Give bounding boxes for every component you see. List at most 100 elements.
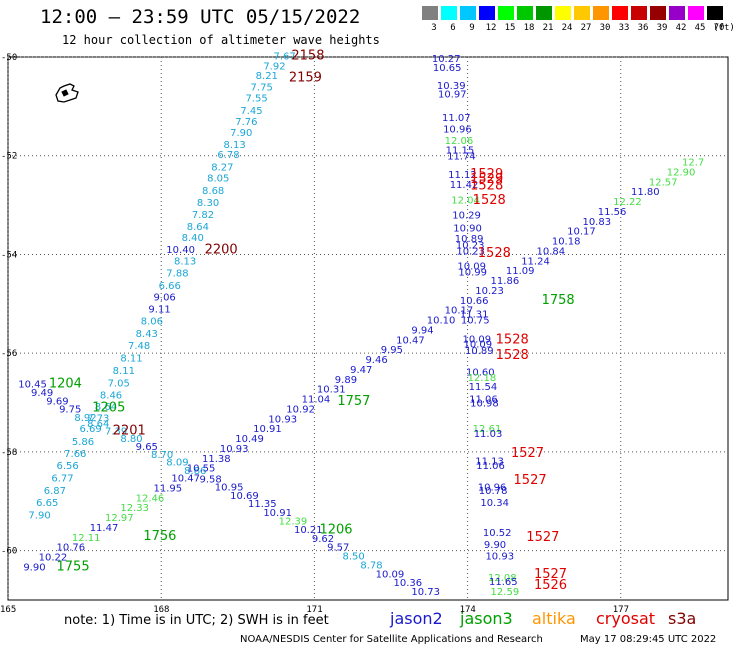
legend-swatch (441, 6, 457, 20)
pass-time-label: 1526 (534, 578, 567, 593)
wave-height-value: 11.06 (469, 395, 498, 406)
wave-height-value: 8.27 (211, 163, 233, 174)
wave-height-value: 10.09 (463, 339, 492, 350)
wave-height-value: 10.23 (456, 241, 485, 252)
legend-swatch (517, 6, 533, 20)
wave-height-value: 10.99 (458, 268, 487, 279)
wave-height-value: 6.65 (36, 498, 58, 509)
wave-height-value: 11.35 (248, 499, 277, 510)
wave-height-value: 7.75 (251, 83, 273, 94)
wave-height-value: 12.59 (491, 587, 520, 598)
wave-height-value: 8.21 (256, 71, 278, 82)
wave-height-value: 7.48 (128, 341, 150, 352)
wave-height-value: 11.54 (469, 382, 498, 393)
wave-height-value: 9.69 (46, 397, 68, 408)
wave-height-value: 10.55 (187, 464, 216, 475)
pass-time-label: 1756 (143, 529, 176, 544)
legend-swatch (650, 6, 666, 20)
wave-height-value: 10.52 (483, 528, 512, 539)
wave-height-value: 7.39 (105, 427, 127, 438)
wave-height-value: 12.7 (682, 158, 704, 169)
legend-swatch (669, 6, 685, 20)
wave-height-value: 10.69 (230, 491, 259, 502)
wave-height-value: 8.43 (136, 329, 158, 340)
wave-height-value: 11.80 (631, 187, 660, 198)
pass-time-label: 1528 (496, 332, 529, 347)
pass-time-label: 1206 (319, 522, 352, 537)
legend-label: 24 (561, 23, 573, 33)
wave-height-value: 8.09 (166, 458, 188, 469)
legend-label: 21 (542, 23, 554, 33)
wave-height-value: 9.62 (312, 534, 334, 545)
credit-text: NOAA/NESDIS Center for Satellite Applica… (240, 634, 543, 645)
wave-height-value: 9.46 (365, 355, 387, 366)
wave-height-value: 11.47 (90, 523, 119, 534)
wave-height-value: 12.22 (613, 197, 642, 208)
wave-height-value: 10.73 (411, 587, 440, 598)
wave-height-value: 8.64 (187, 222, 209, 233)
wave-height-value: 10.21 (294, 525, 323, 536)
legend-label: 33 (618, 23, 630, 33)
wave-height-value: 9.94 (411, 325, 433, 336)
wave-height-value: 9.49 (31, 388, 53, 399)
wave-height-value: 11.56 (598, 207, 627, 218)
legend-swatch (555, 6, 571, 20)
wave-height-value: 11.38 (202, 454, 231, 465)
wave-height-value: 9.89 (335, 375, 357, 386)
wave-height-value: 10.31 (317, 385, 346, 396)
wave-height-value: 8.40 (182, 233, 204, 244)
wave-height-value: 10.90 (453, 223, 482, 234)
wave-height-value: 6.87 (44, 486, 66, 497)
wave-height-value: 7.92 (263, 61, 285, 72)
wave-height-value: 10.40 (166, 245, 195, 256)
wave-height-value: 8.05 (207, 173, 229, 184)
wave-height-value: 10.95 (215, 482, 244, 493)
legend-swatch (612, 6, 628, 20)
wave-height-value: 8.78 (360, 560, 382, 571)
wave-height-value: 10.89 (455, 234, 484, 245)
wave-height-value: 11.12 (448, 170, 477, 181)
wave-height-value: 12.90 (667, 167, 696, 178)
legend-swatch (593, 6, 609, 20)
wave-height-value: 10.09 (457, 261, 486, 272)
wave-height-value: 10.96 (478, 482, 507, 493)
legend-swatch (498, 6, 514, 20)
wave-height-value: 9.65 (136, 442, 158, 453)
wave-height-value: 10.17 (567, 227, 596, 238)
wave-height-value: 10.17 (445, 306, 474, 317)
wave-height-value: 7.82 (192, 210, 214, 221)
satellite-altika: altika (532, 609, 576, 628)
legend-swatch (422, 6, 438, 20)
wave-height-value: 7.76 (235, 117, 257, 128)
wave-height-value: 10.10 (427, 316, 456, 327)
legend-unit: (ft) (713, 23, 735, 33)
wave-height-value: 9.06 (154, 292, 176, 303)
legend-label: 3 (431, 23, 437, 33)
wave-height-value: 8.13 (174, 256, 196, 267)
wave-height-value: 8.64 (87, 419, 109, 430)
wave-height-value: 9.57 (327, 543, 349, 554)
wave-height-value: 10.91 (263, 508, 292, 519)
legend-label: 6 (450, 23, 456, 33)
wave-height-value: 11.31 (460, 310, 489, 321)
lat-tick-label: -50 (1, 53, 17, 63)
lon-tick-label: 177 (613, 605, 629, 615)
wave-height-value: 10.84 (537, 246, 566, 257)
wave-height-value: 8.50 (342, 552, 364, 563)
lat-tick-label: -52 (1, 152, 17, 162)
wave-height-value: 10.93 (268, 414, 297, 425)
wave-height-value: 12.18 (468, 373, 497, 384)
footer-note: note: 1) Time is in UTC; 2) SWH is in fe… (64, 613, 329, 628)
wave-height-value: 7.90 (230, 128, 252, 139)
wave-height-value: 12.39 (279, 516, 308, 527)
wave-height-value: 10.92 (286, 404, 315, 415)
lat-tick-label: -60 (1, 547, 17, 557)
wave-height-value: 12.33 (120, 503, 149, 514)
wave-height-value: 11.95 (154, 483, 183, 494)
wave-height-value: 10.98 (470, 398, 499, 409)
wave-height-value: 9.75 (59, 404, 81, 415)
wave-height-value: 10.23 (456, 246, 485, 257)
pass-time-label: 2201 (113, 424, 146, 439)
legend-label: 36 (637, 23, 649, 33)
